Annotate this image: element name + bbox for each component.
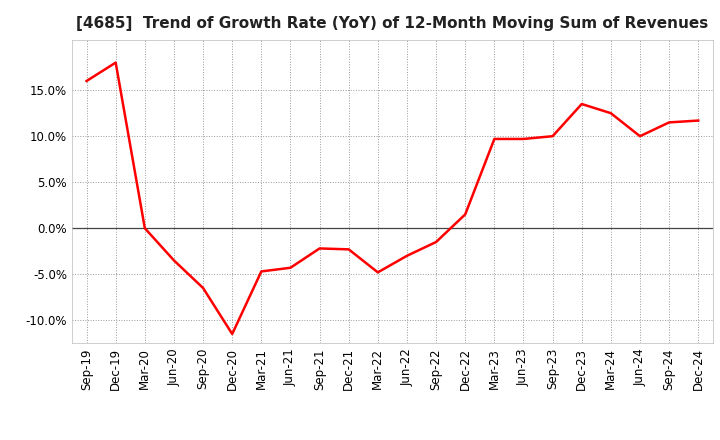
Title: [4685]  Trend of Growth Rate (YoY) of 12-Month Moving Sum of Revenues: [4685] Trend of Growth Rate (YoY) of 12-… <box>76 16 708 32</box>
